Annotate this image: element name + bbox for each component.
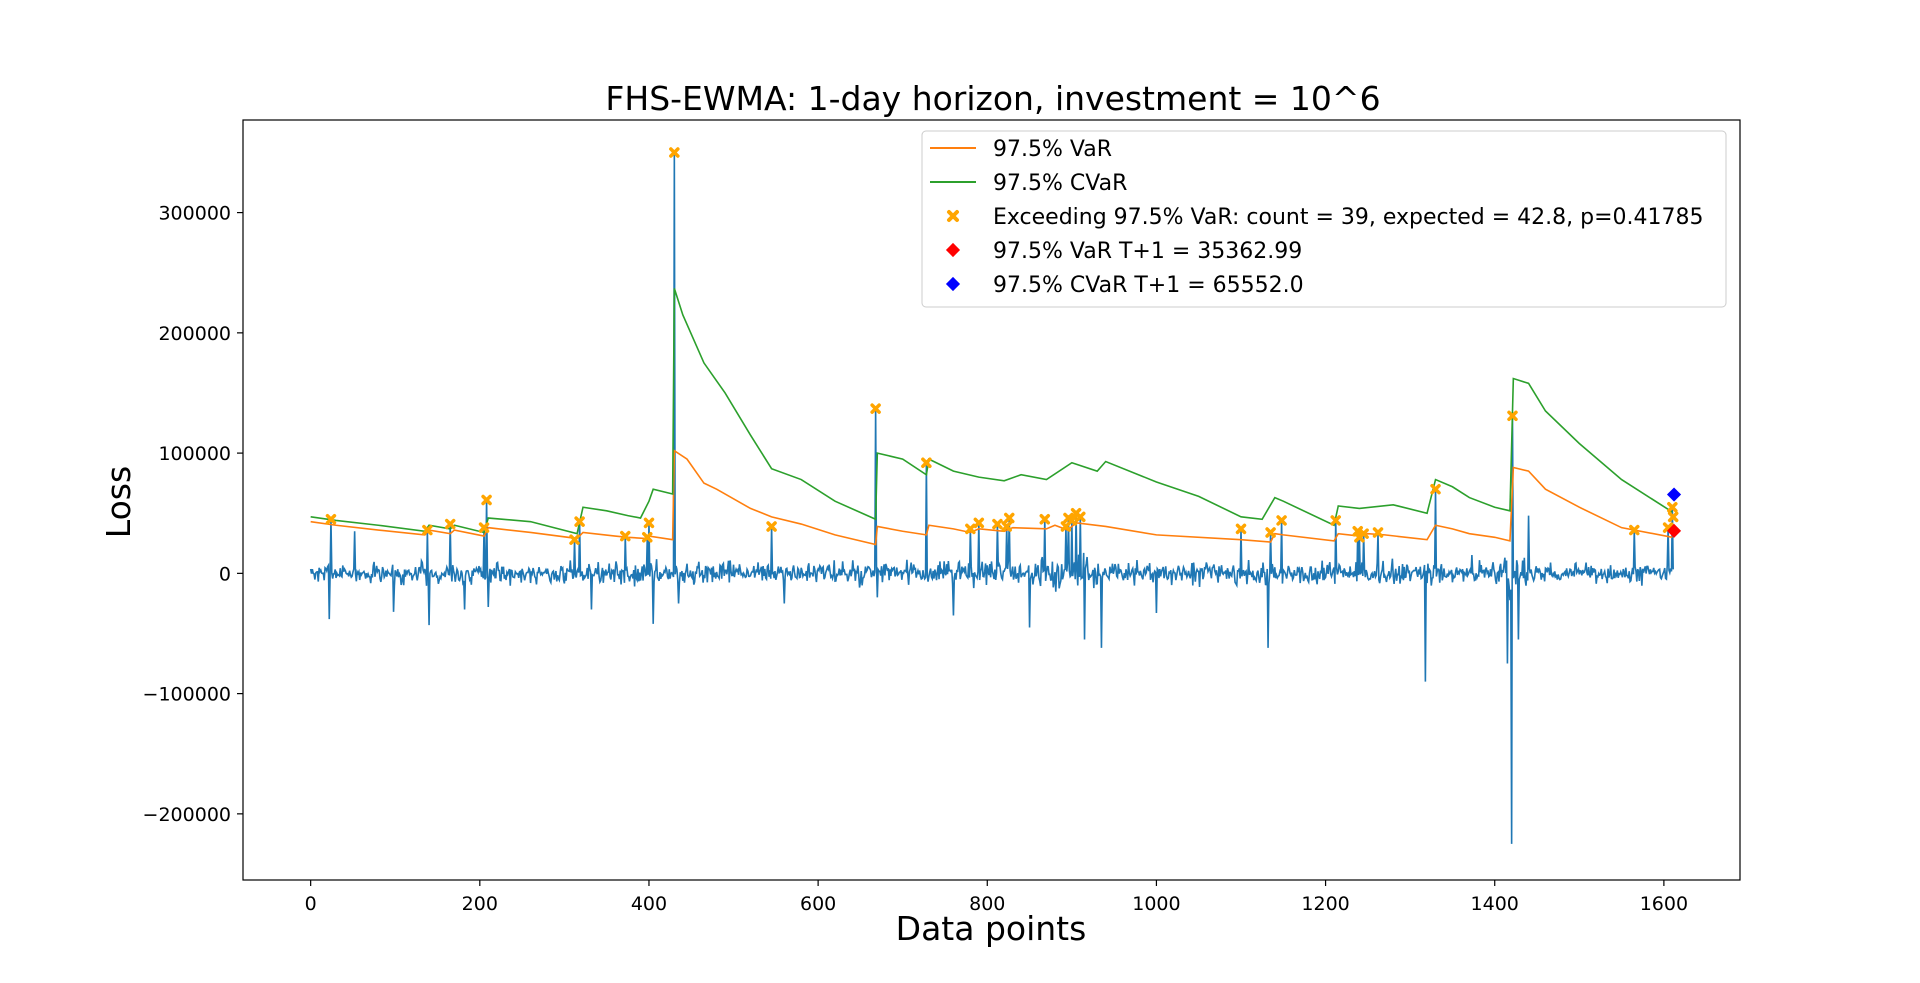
y-axis-label: Loss (99, 466, 138, 538)
exceed-point (1629, 524, 1640, 536)
legend-label-var: 97.5% VaR (993, 137, 1112, 162)
legend-swatch-exceed (947, 210, 959, 222)
x-tick-label: 1000 (1132, 893, 1180, 915)
x-tick-label: 1600 (1640, 893, 1688, 915)
exceed-point (1276, 515, 1287, 526)
legend-label-cvar: 97.5% CVaR (993, 171, 1127, 196)
y-tick-label: 0 (219, 563, 231, 585)
exceed-point (325, 513, 337, 525)
exceed-point (478, 522, 490, 533)
exceed-point (1265, 527, 1276, 538)
legend-box (921, 130, 1727, 308)
x-tick-label: 800 (969, 893, 1005, 915)
exceed-point (1507, 410, 1518, 422)
x-tick-label: 1400 (1471, 893, 1519, 915)
exceed-point (620, 530, 631, 542)
exceed-point (642, 532, 653, 543)
cvar-series-line (310, 288, 1673, 535)
x-tick-label: 400 (631, 893, 667, 915)
exceed-point (643, 517, 655, 529)
exceed-point (973, 517, 985, 529)
exceed-point (1372, 527, 1384, 538)
exceed-point (422, 524, 433, 536)
exceed-point (1004, 512, 1015, 524)
y-tick-label: −200000 (143, 804, 231, 826)
loss-series-line (309, 152, 1674, 844)
exceed-point (1667, 501, 1678, 513)
legend-label-cvar-t1: 97.5% CVaR T+1 = 65552.0 (993, 273, 1304, 298)
legend: 97.5% VaR 97.5% CVaR Exceeding 97.5% VaR… (921, 130, 1727, 308)
legend-swatch-cvar-t1 (945, 276, 961, 292)
legend-label-var-t1: 97.5% VaR T+1 = 35362.99 (993, 239, 1302, 264)
y-tick-label: −100000 (143, 684, 231, 706)
x-tick-label: 600 (800, 893, 836, 915)
exceed-point (1001, 521, 1012, 532)
chart-title: FHS-EWMA: 1-day horizon, investment = 10… (605, 79, 1380, 118)
x-axis: 0 200 400 600 800 1000 1200 1400 1600 (305, 880, 1688, 915)
var-t1-point (1666, 523, 1682, 538)
plot-area (309, 147, 1682, 844)
exceed-point (1235, 523, 1247, 535)
plot-frame (242, 119, 1741, 881)
exceed-point (965, 523, 976, 535)
exceed-point (1075, 511, 1086, 523)
exceed-point (1330, 515, 1341, 526)
exceed-point (444, 518, 456, 530)
cvar-t1-point (1666, 487, 1682, 502)
exceed-point (1066, 515, 1078, 526)
legend-swatch-var-t1 (945, 242, 961, 258)
exceed-point (481, 494, 492, 506)
exceed-point (1039, 513, 1051, 525)
y-tick-label: 100000 (158, 443, 231, 465)
y-tick-label: 200000 (158, 323, 231, 345)
y-axis: −200000 −100000 0 100000 200000 300000 (143, 203, 243, 826)
x-tick-label: 1200 (1301, 893, 1349, 915)
exceed-point (1667, 511, 1679, 523)
exceed-point (569, 534, 580, 545)
x-tick-label: 200 (462, 893, 498, 915)
exceed-point (1358, 528, 1369, 539)
exceed-point (669, 147, 680, 158)
exceed-point (574, 516, 585, 527)
x-axis-label: Data points (896, 909, 1087, 948)
exceed-point (766, 521, 777, 532)
exceed-point (1430, 483, 1441, 495)
y-tick-label: 300000 (158, 203, 231, 225)
exceed-point (992, 518, 1003, 530)
legend-label-exceed: Exceeding 97.5% VaR: count = 39, expecte… (993, 205, 1704, 230)
exceed-point (921, 457, 932, 468)
x-tick-label: 0 (305, 893, 317, 915)
exceed-point (870, 403, 881, 414)
